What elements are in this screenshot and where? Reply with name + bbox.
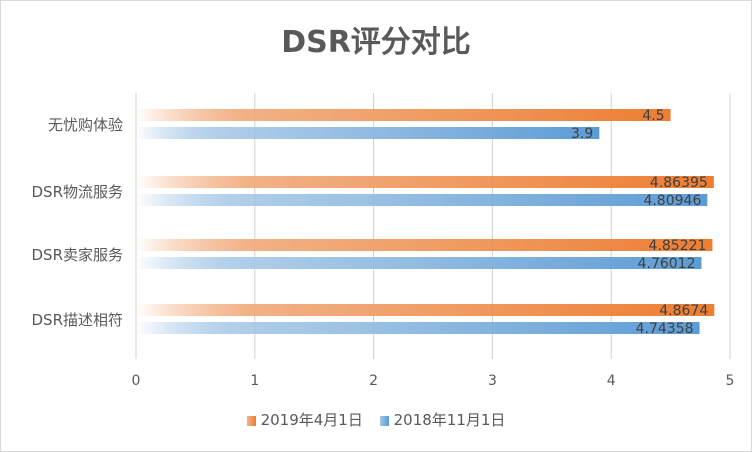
x-tick-label: 5 bbox=[726, 373, 735, 389]
legend-swatch bbox=[379, 416, 389, 426]
x-tick-label: 3 bbox=[488, 373, 497, 389]
x-tick-label: 4 bbox=[607, 373, 616, 389]
data-label: 4.8674 bbox=[659, 303, 708, 319]
legend-swatch bbox=[246, 416, 256, 426]
x-tick-label: 2 bbox=[369, 373, 378, 389]
legend-item-2019: 2019年4月1日 bbox=[246, 411, 363, 429]
legend: 2019年4月1日 2018年11月1日 bbox=[1, 409, 751, 430]
bar bbox=[136, 257, 702, 269]
category-label: DSR描述相符 bbox=[32, 311, 124, 329]
data-label: 3.9 bbox=[571, 126, 593, 142]
data-label: 4.5 bbox=[642, 108, 664, 124]
bar bbox=[136, 127, 600, 139]
chart-title: DSR评分对比 bbox=[281, 25, 471, 60]
data-label: 4.74358 bbox=[636, 321, 694, 337]
data-label: 4.80946 bbox=[643, 193, 701, 209]
category-label: DSR卖家服务 bbox=[32, 246, 124, 264]
x-tick-label: 0 bbox=[132, 373, 141, 389]
data-label: 4.86395 bbox=[650, 175, 708, 191]
legend-label: 2018年11月1日 bbox=[393, 411, 506, 429]
bar bbox=[136, 304, 715, 316]
bar-chart: 0 1 2 3 4 5 无忧购体验 4.5 3.9 DSR物流服务 4.86395 4.80946 DS… bbox=[32, 93, 735, 389]
bar bbox=[136, 322, 700, 334]
bar bbox=[136, 239, 713, 251]
data-label: 4.85221 bbox=[649, 238, 707, 254]
bar bbox=[136, 176, 714, 188]
legend-item-2018: 2018年11月1日 bbox=[379, 411, 506, 429]
bar bbox=[136, 194, 708, 206]
category-label: 无忧购体验 bbox=[48, 116, 123, 134]
category-label: DSR物流服务 bbox=[32, 183, 124, 201]
data-label: 4.76012 bbox=[638, 256, 696, 272]
x-tick-label: 1 bbox=[250, 373, 259, 389]
legend-label: 2019年4月1日 bbox=[260, 411, 363, 429]
bar bbox=[136, 109, 671, 121]
